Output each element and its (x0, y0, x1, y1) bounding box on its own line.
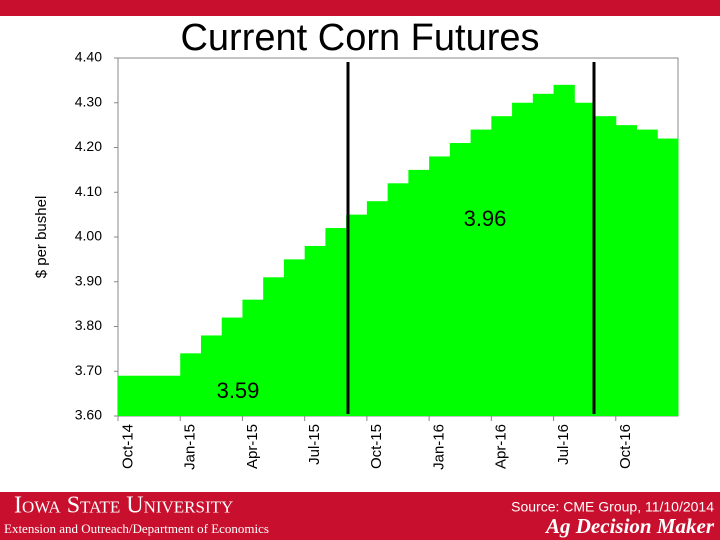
y-tick-label: 3.60 (75, 407, 102, 423)
x-tick-label: Jul-16 (555, 424, 572, 465)
y-tick-label: 4.30 (75, 93, 102, 109)
y-tick-label: 4.40 (75, 49, 102, 65)
chart-title: Current Corn Futures (180, 17, 539, 59)
y-tick-label: 4.20 (75, 138, 102, 154)
bar (387, 183, 409, 416)
bar (242, 299, 264, 416)
bar (366, 201, 389, 416)
bar (304, 245, 326, 416)
bar (429, 156, 451, 416)
university: Iowa State University (14, 493, 233, 519)
top-band (0, 0, 720, 16)
bar (532, 93, 555, 417)
x-tick-label: Apr-15 (244, 424, 261, 469)
bar (449, 143, 472, 416)
x-tick-label: Jan-15 (182, 424, 199, 470)
y-tick-label: 3.70 (75, 362, 102, 378)
bar (200, 335, 223, 416)
footer-band (0, 492, 720, 540)
bar (512, 102, 534, 416)
y-axis-label: $ per bushel (33, 196, 50, 279)
department: Extension and Outreach/Department of Eco… (4, 521, 269, 536)
x-tick-label: Oct-16 (617, 424, 634, 469)
bar (346, 214, 368, 416)
x-tick-label: Jan-16 (430, 424, 447, 470)
annotation: 3.96 (464, 206, 507, 231)
bar (325, 228, 347, 416)
bar (159, 375, 181, 416)
bar (118, 375, 140, 416)
bar (283, 259, 306, 416)
y-tick-label: 3.80 (75, 317, 102, 333)
bar (553, 84, 575, 416)
bar (615, 125, 638, 416)
source: Source: CME Group, 11/10/2014 (511, 499, 714, 515)
y-tick-label: 3.90 (75, 272, 102, 288)
bar (470, 129, 492, 416)
bar (574, 102, 596, 416)
bar (138, 375, 160, 416)
bar (491, 116, 513, 417)
bar (636, 129, 658, 416)
bar (180, 353, 202, 416)
bar (595, 116, 617, 417)
bar (263, 277, 285, 416)
bar (221, 317, 243, 416)
bar (408, 169, 430, 416)
x-tick-label: Jul-15 (306, 424, 323, 465)
bar (657, 138, 679, 417)
x-tick-label: Apr-16 (493, 424, 510, 469)
y-tick-label: 4.00 (75, 228, 102, 244)
brand: Ag Decision Maker (544, 514, 715, 538)
x-tick-label: Oct-15 (368, 424, 385, 469)
y-tick-label: 4.10 (75, 183, 102, 199)
x-tick-label: Oct-14 (119, 424, 136, 469)
annotation: 3.59 (217, 378, 260, 403)
